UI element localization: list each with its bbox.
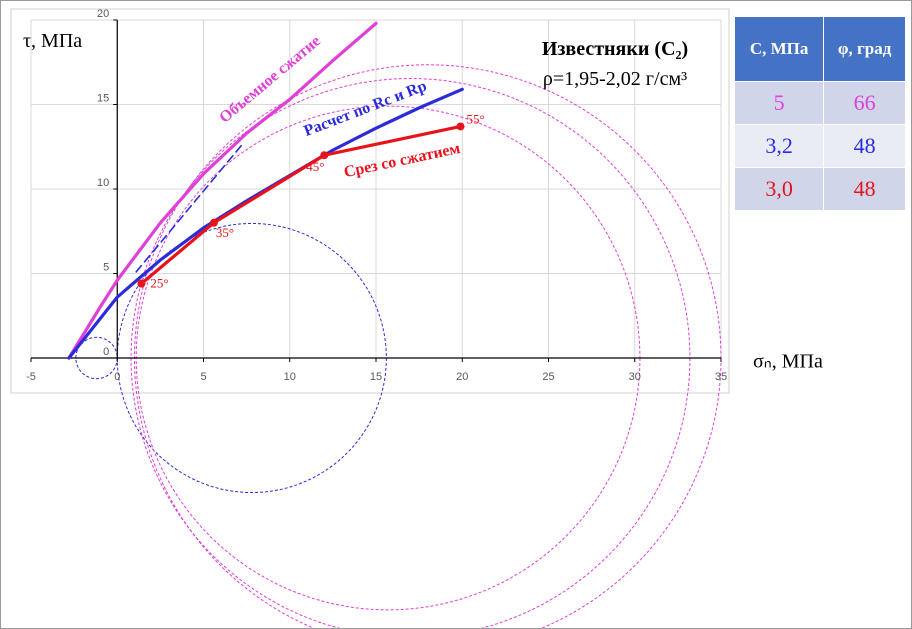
point-label: 25° [150, 276, 168, 291]
y-tick-label: 20 [97, 8, 109, 20]
header-cell: φ, град [823, 16, 906, 82]
y-tick-label: 10 [97, 177, 109, 189]
table-row: 3,0 48 [733, 167, 906, 211]
axes: -5 0 5 10 15 20 25 30 35 0 5 10 15 20 [26, 8, 727, 383]
data-point [209, 218, 218, 227]
y-axis-label: τ, МПа [23, 30, 82, 52]
series-line [139, 124, 463, 286]
x-tick-label: 20 [456, 371, 468, 383]
y-tick-label: 0 [103, 346, 109, 358]
parameter-table: C, МПа φ, град 5 66 3,2 48 3,0 48 [733, 16, 906, 211]
chart-subtitle: ρ=1,95-2,02 г/см³ [543, 68, 687, 90]
table-header: C, МПа φ, град [733, 16, 906, 82]
table-cell: 3,0 [733, 167, 825, 211]
table-cell: 66 [823, 81, 906, 125]
x-tick-label: 15 [370, 371, 382, 383]
chart-title: Известняки (С₂) [542, 38, 688, 60]
header-cell: C, МПа [733, 16, 825, 82]
point-label: 35° [216, 225, 234, 240]
table-cell: 48 [823, 167, 906, 211]
table-row: 3,2 48 [733, 124, 906, 168]
table-row: 5 66 [733, 81, 906, 125]
point-label: 55° [467, 111, 485, 126]
point-label: 45° [306, 159, 324, 174]
table-cell: 48 [823, 124, 906, 168]
plot-frame [10, 8, 730, 394]
data-point [137, 279, 146, 288]
lines: 25° 35° 45° 55° [67, 21, 485, 360]
table-cell: 3,2 [733, 124, 825, 168]
x-tick-label: 25 [542, 371, 554, 383]
x-tick-label: -5 [26, 371, 36, 383]
y-tick-label: 5 [103, 261, 109, 273]
x-tick-label: 10 [284, 371, 296, 383]
y-tick-label: 15 [97, 92, 109, 104]
table-cell: 5 [733, 81, 825, 125]
data-point [320, 151, 329, 160]
x-tick-label: 30 [629, 371, 641, 383]
data-point [456, 122, 465, 131]
series-line [67, 21, 378, 360]
x-tick-label: 0 [114, 371, 120, 383]
series-line [135, 142, 244, 273]
x-tick-label: 5 [200, 371, 206, 383]
x-tick-label: 35 [715, 371, 727, 383]
x-axis-label: σₙ, МПа [753, 351, 823, 373]
